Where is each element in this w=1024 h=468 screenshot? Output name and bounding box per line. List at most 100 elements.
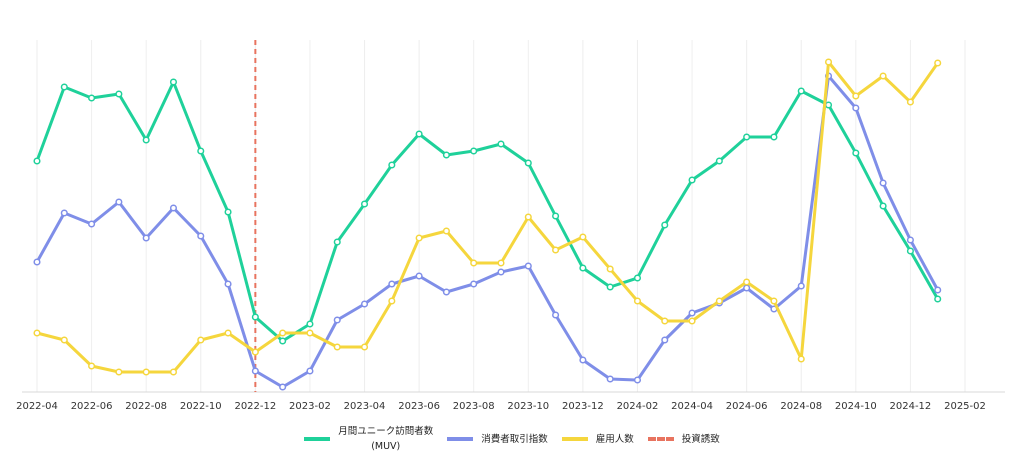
- data-point: [470, 259, 478, 267]
- legend-label: 月間ユニーク訪問者数 (MUV): [338, 426, 434, 452]
- data-point: [879, 72, 887, 80]
- x-tick-label: 2024-06: [726, 401, 768, 412]
- data-point: [552, 212, 560, 220]
- data-point: [579, 264, 587, 272]
- data-point: [633, 376, 642, 384]
- data-point: [415, 234, 423, 242]
- chart: 2022-04 2022-06 2022-08 2022-10 2022-12 2023-…: [16, 40, 1005, 412]
- series-line: [35, 80, 940, 343]
- data-point: [115, 90, 123, 98]
- legend-item: 投資誘致: [647, 432, 720, 447]
- data-point: [852, 92, 860, 100]
- data-point: [88, 94, 96, 102]
- data-point: [579, 356, 587, 364]
- data-point: [360, 300, 369, 308]
- data-point: [552, 311, 560, 319]
- data-point: [60, 336, 68, 344]
- legend-label: 消費者取引指数: [481, 433, 548, 445]
- data-point: [333, 316, 341, 324]
- data-point: [251, 348, 259, 356]
- data-point: [224, 208, 232, 216]
- data-point: [251, 313, 259, 321]
- data-point: [169, 78, 178, 86]
- data-point: [279, 383, 287, 391]
- data-point: [606, 375, 614, 383]
- data-point: [715, 157, 723, 165]
- data-point: [169, 204, 178, 212]
- data-point: [934, 286, 942, 294]
- series-line: [35, 74, 940, 389]
- data-point: [797, 355, 805, 363]
- data-point: [33, 157, 41, 165]
- legend-label: 雇用人数: [595, 433, 634, 445]
- x-tick-label: 2024-04: [671, 401, 713, 412]
- data-point: [197, 147, 205, 155]
- data-point: [333, 238, 341, 246]
- data-point: [934, 59, 942, 67]
- data-point: [142, 136, 150, 144]
- data-point: [797, 87, 805, 95]
- x-tick-label: 2024-02: [617, 401, 659, 412]
- data-point: [743, 278, 751, 286]
- data-point: [279, 329, 287, 337]
- x-tick-label: 2024-12: [890, 401, 932, 412]
- data-point: [388, 161, 396, 169]
- data-point: [306, 320, 314, 328]
- data-point: [306, 367, 314, 375]
- legend: 月間ユニーク訪問者数 (MUV) 消費者取引指数 雇用人数 投資誘致: [0, 424, 1024, 454]
- legend-item: 雇用人数: [561, 432, 634, 447]
- data-point: [606, 283, 614, 291]
- data-point: [279, 337, 287, 345]
- data-point: [852, 149, 860, 157]
- data-point: [442, 151, 450, 159]
- data-point: [33, 258, 41, 266]
- data-point: [360, 343, 369, 351]
- x-tick-label: 2023-10: [507, 401, 549, 412]
- x-tick-label: 2023-02: [289, 401, 331, 412]
- data-point: [60, 209, 68, 217]
- x-tick-label: 2024-08: [780, 401, 822, 412]
- data-point: [770, 133, 778, 141]
- data-point: [497, 268, 505, 276]
- data-point: [743, 133, 751, 141]
- data-point: [88, 220, 96, 228]
- legend-swatch: [447, 437, 474, 441]
- data-point: [906, 98, 914, 106]
- legend-label: 投資誘致: [681, 433, 720, 445]
- x-tick-label: 2022-06: [71, 401, 113, 412]
- data-point: [906, 236, 914, 244]
- data-point: [661, 317, 669, 325]
- x-tick-label: 2023-04: [344, 401, 386, 412]
- data-point: [224, 329, 232, 337]
- data-point: [688, 176, 696, 184]
- series-line: [36, 60, 939, 374]
- x-tick-label: 2022-12: [234, 401, 276, 412]
- data-point: [388, 297, 396, 305]
- data-point: [224, 280, 232, 288]
- data-point: [388, 280, 396, 288]
- data-point: [497, 140, 505, 148]
- data-point: [661, 336, 669, 344]
- data-point: [579, 233, 587, 241]
- data-point: [606, 265, 614, 273]
- data-point: [197, 232, 205, 240]
- data-point: [415, 130, 423, 138]
- data-point: [688, 309, 696, 317]
- x-tick-label: 2023-12: [562, 401, 604, 412]
- data-point: [743, 284, 751, 292]
- data-point: [824, 101, 833, 109]
- x-tick-label: 2023-08: [453, 401, 495, 412]
- x-tick-label: 2024-10: [835, 401, 877, 412]
- data-point: [415, 272, 423, 280]
- x-tick-label: 2023-06: [398, 401, 440, 412]
- legend-swatch: [561, 437, 588, 441]
- data-point: [442, 227, 450, 235]
- data-point: [524, 213, 532, 221]
- legend-swatch: [647, 437, 674, 441]
- data-point: [360, 200, 369, 208]
- legend-item: 月間ユニーク訪問者数 (MUV): [304, 424, 433, 454]
- data-point: [797, 282, 805, 290]
- data-point: [333, 343, 341, 351]
- data-point: [715, 297, 723, 305]
